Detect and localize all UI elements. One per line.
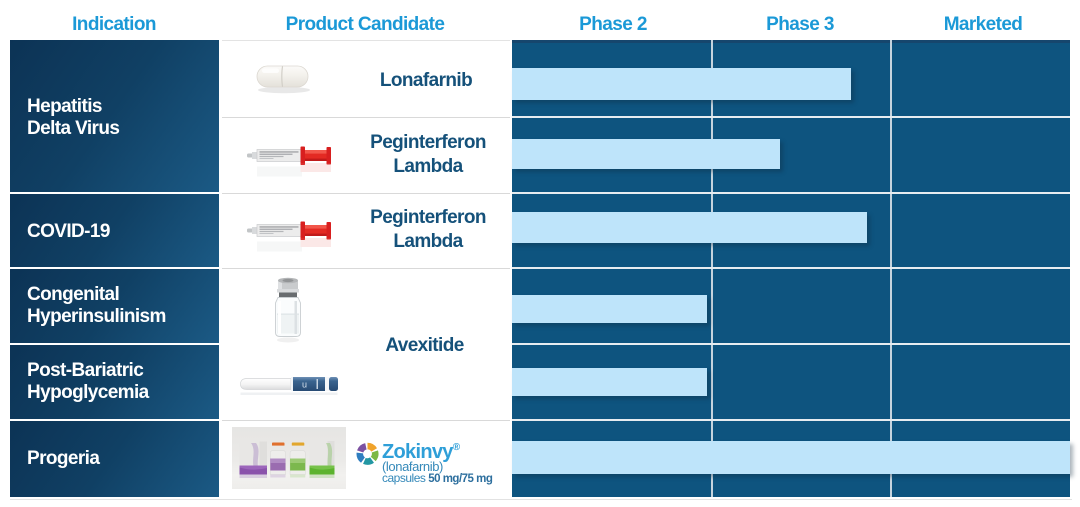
svg-text:u: u — [302, 380, 307, 390]
